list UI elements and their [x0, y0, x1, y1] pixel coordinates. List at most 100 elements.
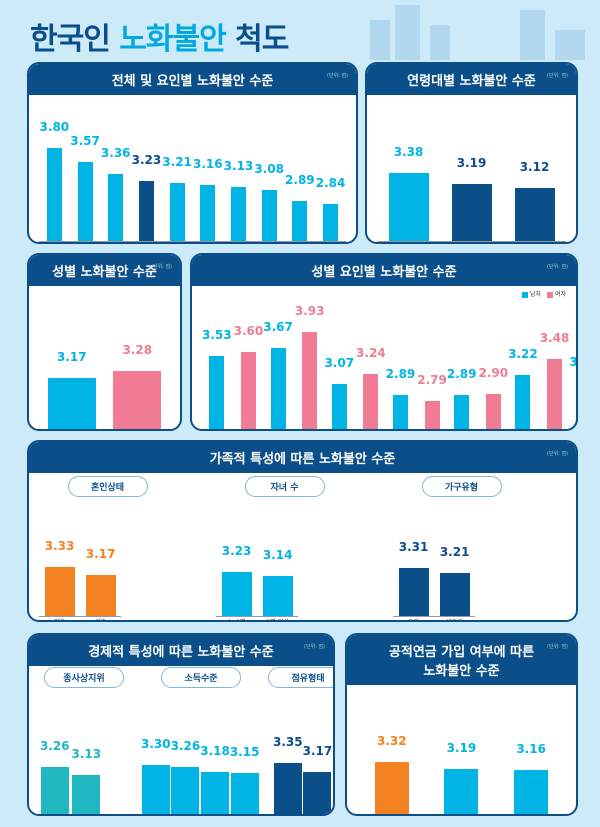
unit-label: (단위: 점)	[547, 264, 568, 270]
city-skyline-illustration	[370, 5, 585, 60]
plot-area: 3.17남자 3.28여자	[39, 293, 170, 429]
bar-value: 3.17	[56, 349, 87, 364]
bar-value: 3.21	[439, 545, 470, 560]
bar-group: 2.892.79관계적 빈곤	[385, 293, 447, 429]
bar-group: 3.17남자	[47, 293, 96, 429]
bar-value: 3.36	[100, 145, 131, 160]
bar-value: 3.48	[539, 331, 570, 346]
bar-rect	[171, 767, 200, 814]
bar-rect	[77, 161, 93, 241]
bar-group: 3.223.48이동성 저하	[508, 293, 570, 429]
bar-rect	[515, 374, 531, 429]
bar: 3.36	[101, 102, 131, 241]
bars: 3.13	[71, 693, 101, 814]
bar: 3.80	[40, 102, 69, 241]
bar-group: 3.16외모 변화	[193, 102, 223, 241]
bar-rect	[303, 772, 332, 814]
group-label-pill: 종사상지위	[44, 667, 124, 688]
bar: 3.24	[356, 293, 386, 429]
panel-title-text: 전체 및 요인별 노화불안 수준	[111, 74, 274, 89]
bar: 3.19	[451, 102, 492, 241]
unit-label: (단위: 점)	[547, 451, 568, 457]
bars: 2.89	[285, 102, 315, 241]
bar-value: 3.17	[85, 546, 116, 561]
bar: 3.30	[141, 693, 171, 814]
bar-value: 3.33	[44, 539, 75, 554]
bars: 2.89 2.90	[447, 293, 508, 429]
bars: 3.36	[101, 102, 131, 241]
panel-title-text: 가족적 특성에 따른 노화불안 수준	[209, 452, 396, 467]
bar-value: 3.21	[162, 154, 192, 169]
bar-rect	[485, 394, 501, 429]
panel-c7: 공적연금 가입 여부에 따른 노화불안 수준 (단위: 점) 3.32비가입자 3.1…	[345, 633, 578, 816]
bar: 3.48	[539, 293, 570, 429]
bar-group: 3.17자가 (무상)	[303, 693, 332, 814]
bar-rect	[200, 185, 216, 241]
bars: 3.23	[221, 502, 252, 616]
bar-group: 3.13노인 낙인 인식	[224, 102, 253, 241]
bar: 3.17	[303, 693, 332, 814]
legend: 남자 여자	[521, 289, 566, 298]
unit-label: (단위: 점)	[547, 73, 568, 79]
plot-area: 3.31독거 3.21비독거	[393, 502, 476, 620]
bar-group: 3.183분위	[200, 693, 230, 814]
bar: 2.79	[417, 293, 447, 429]
bar-value: 3.19	[446, 740, 477, 755]
category-label: 비독거	[425, 619, 485, 620]
group-label-pill: 소득수준	[161, 667, 241, 688]
bars: 3.28	[113, 293, 162, 429]
panel-title: 경제적 특성에 따른 노화불안 수준 (단위: 점)	[29, 635, 333, 666]
bar-rect	[201, 771, 230, 814]
bar-value: 3.26	[39, 739, 70, 754]
bars: 3.21	[162, 102, 192, 241]
panel-title: 연령대별 노화불안 수준 (단위: 점)	[367, 64, 576, 95]
bar-group: 2.89취미·여가활동 결핍	[285, 102, 315, 241]
bar-rect	[270, 347, 286, 429]
bar-group: 3.230~1명	[221, 502, 252, 620]
bar-value: 3.26	[170, 739, 201, 754]
bar-value: 3.08	[569, 355, 578, 370]
panel-title: 성별 요인별 노화불안 수준 (단위: 점)	[192, 255, 576, 286]
panel-title: 가족적 특성에 따른 노화불안 수준 (단위: 점)	[29, 442, 576, 473]
bar: 2.84	[316, 102, 345, 241]
bars: 2.84	[316, 102, 345, 241]
bar-value: 3.07	[324, 355, 355, 370]
panel-title: 공적연금 가입 여부에 따른 노화불안 수준 (단위: 점)	[347, 635, 576, 685]
bar-group: 3.21죽음과 상실	[162, 102, 192, 241]
bars: 3.23	[132, 102, 161, 241]
unit-label: (단위: 점)	[151, 264, 172, 270]
bar-value: 3.16	[192, 157, 223, 172]
bar-group: 3.301분위	[141, 693, 171, 814]
bar-value: 3.57	[70, 133, 100, 148]
bar-rect	[230, 187, 246, 241]
bar-value: 3.19	[456, 155, 487, 170]
bar: 3.08	[254, 102, 284, 241]
bar-group: 3.57경제적 상실	[70, 102, 100, 241]
panel-c2: 연령대별 노화불안 수준(단위: 점)3.3820~30대3.1940~50대3…	[365, 62, 578, 244]
bars: 3.57	[70, 102, 100, 241]
bars: 3.26	[40, 693, 70, 814]
bar-value: 3.24	[356, 345, 386, 360]
bar-value: 3.28	[122, 343, 153, 358]
bar: 3.13	[224, 102, 253, 241]
bar-rect	[230, 773, 259, 814]
bar-group: 3.154분위	[230, 693, 259, 814]
bar-group: 3.17기혼	[85, 502, 116, 620]
bar-value: 3.16	[516, 742, 546, 757]
bar: 3.15	[230, 693, 259, 814]
bar: 3.33	[44, 502, 75, 616]
bar-value: 3.35	[273, 734, 303, 749]
unit-label: (단위: 점)	[327, 73, 348, 79]
unit-label: (단위: 점)	[304, 644, 325, 650]
category-label: 0~1명	[207, 619, 267, 620]
bar-group: 3.083.19노인 낙인 인식	[569, 293, 578, 429]
bar-rect	[444, 768, 479, 814]
category-label: 기혼	[71, 619, 131, 620]
bar: 3.26	[170, 693, 201, 814]
bar-group: 3.142명 이상	[262, 502, 293, 620]
bar-value: 3.22	[508, 346, 538, 361]
bar-value: 2.89	[385, 366, 416, 381]
bar-group: 3.31독거	[398, 502, 429, 620]
bar-rect	[424, 400, 440, 429]
